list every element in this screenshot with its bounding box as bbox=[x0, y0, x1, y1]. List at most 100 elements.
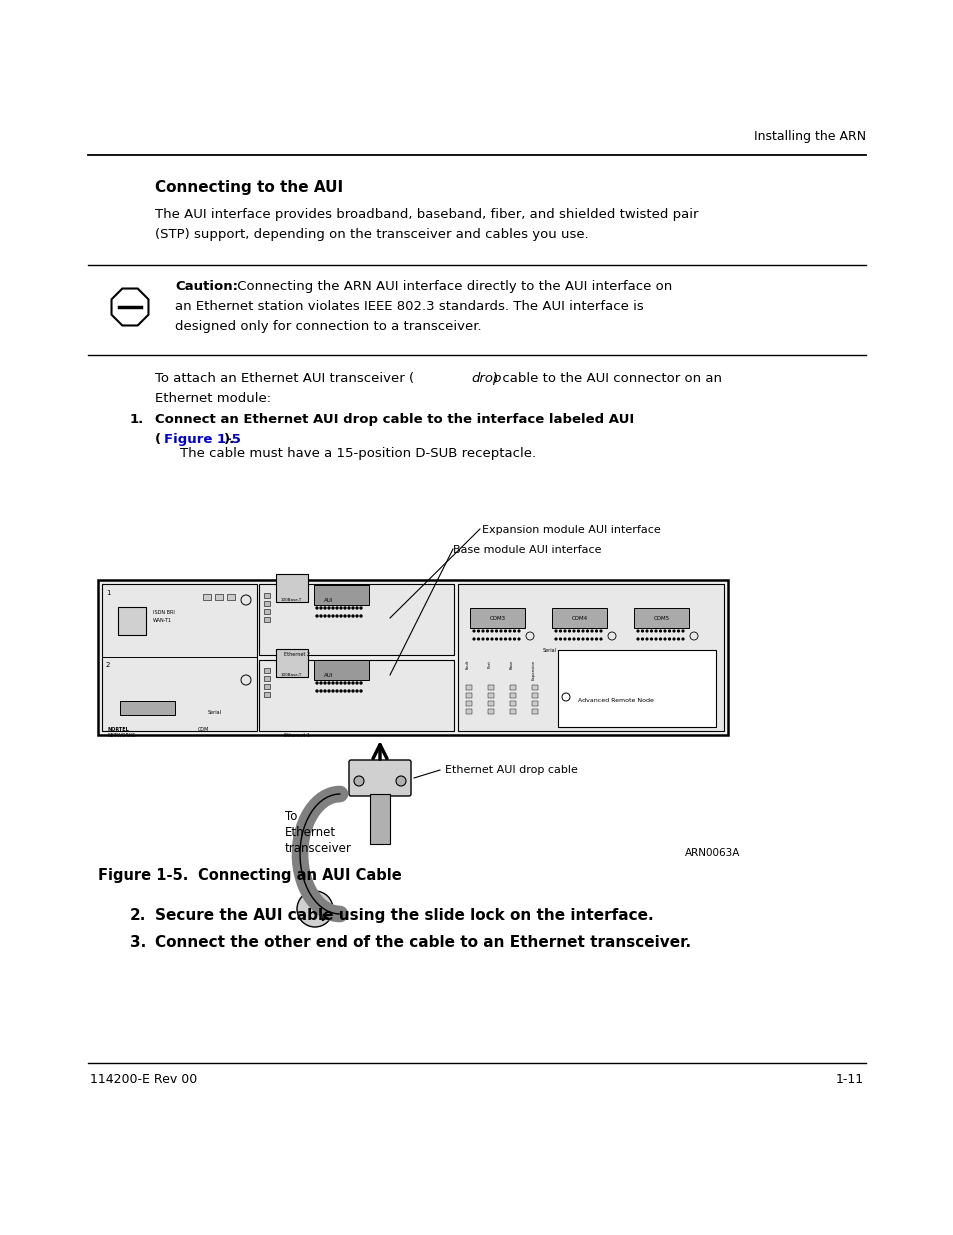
Circle shape bbox=[645, 638, 647, 640]
Text: Connect the other end of the cable to an Ethernet transceiver.: Connect the other end of the cable to an… bbox=[154, 935, 690, 950]
Circle shape bbox=[499, 638, 501, 640]
Circle shape bbox=[681, 638, 683, 640]
Circle shape bbox=[319, 606, 322, 609]
Text: COM4: COM4 bbox=[572, 616, 587, 621]
Text: 2.: 2. bbox=[130, 908, 146, 923]
Text: (: ( bbox=[154, 433, 161, 446]
Circle shape bbox=[517, 638, 519, 640]
Circle shape bbox=[332, 615, 334, 618]
Circle shape bbox=[348, 690, 350, 692]
FancyBboxPatch shape bbox=[264, 618, 270, 622]
Text: Ethernet 1: Ethernet 1 bbox=[284, 734, 310, 739]
Circle shape bbox=[335, 606, 337, 609]
Text: Advanced Remote Node: Advanced Remote Node bbox=[578, 698, 653, 703]
Circle shape bbox=[668, 630, 670, 632]
Circle shape bbox=[296, 890, 333, 927]
Text: 1-11: 1-11 bbox=[835, 1073, 863, 1086]
Circle shape bbox=[555, 630, 557, 632]
Circle shape bbox=[586, 630, 588, 632]
Text: Connecting an AUI Cable: Connecting an AUI Cable bbox=[198, 868, 401, 883]
FancyBboxPatch shape bbox=[488, 685, 494, 690]
Circle shape bbox=[599, 630, 601, 632]
Circle shape bbox=[499, 630, 501, 632]
Polygon shape bbox=[112, 289, 149, 326]
FancyBboxPatch shape bbox=[314, 585, 369, 605]
FancyBboxPatch shape bbox=[120, 701, 174, 715]
Circle shape bbox=[668, 638, 670, 640]
Circle shape bbox=[504, 638, 506, 640]
Circle shape bbox=[477, 630, 479, 632]
Circle shape bbox=[673, 638, 674, 640]
Text: Serial: Serial bbox=[542, 648, 557, 653]
Circle shape bbox=[509, 638, 511, 640]
Text: (STP) support, depending on the transceiver and cables you use.: (STP) support, depending on the transcei… bbox=[154, 228, 588, 241]
Circle shape bbox=[315, 682, 317, 684]
Text: Installing the ARN: Installing the ARN bbox=[753, 130, 865, 143]
Text: 1: 1 bbox=[106, 590, 111, 597]
Circle shape bbox=[328, 615, 330, 618]
Text: Expansion module AUI interface: Expansion module AUI interface bbox=[481, 525, 660, 535]
Circle shape bbox=[517, 630, 519, 632]
Circle shape bbox=[355, 606, 357, 609]
Circle shape bbox=[681, 630, 683, 632]
FancyBboxPatch shape bbox=[532, 709, 537, 714]
Text: Caution:: Caution: bbox=[174, 280, 237, 293]
Circle shape bbox=[359, 690, 361, 692]
Circle shape bbox=[344, 690, 346, 692]
Circle shape bbox=[335, 690, 337, 692]
Text: The cable must have a 15-position D-SUB receptacle.: The cable must have a 15-position D-SUB … bbox=[180, 447, 536, 459]
FancyBboxPatch shape bbox=[552, 608, 606, 629]
Circle shape bbox=[332, 606, 334, 609]
Text: 1.: 1. bbox=[130, 412, 144, 426]
Circle shape bbox=[599, 638, 601, 640]
Circle shape bbox=[563, 630, 565, 632]
Text: ).: ). bbox=[224, 433, 235, 446]
Circle shape bbox=[495, 638, 497, 640]
FancyBboxPatch shape bbox=[264, 668, 270, 673]
Circle shape bbox=[663, 630, 665, 632]
FancyBboxPatch shape bbox=[465, 685, 472, 690]
Text: Ethernet module:: Ethernet module: bbox=[154, 391, 271, 405]
Circle shape bbox=[509, 630, 511, 632]
Circle shape bbox=[319, 682, 322, 684]
FancyBboxPatch shape bbox=[532, 685, 537, 690]
Circle shape bbox=[637, 630, 639, 632]
FancyBboxPatch shape bbox=[510, 709, 516, 714]
FancyBboxPatch shape bbox=[465, 709, 472, 714]
Circle shape bbox=[324, 606, 326, 609]
Circle shape bbox=[348, 606, 350, 609]
FancyBboxPatch shape bbox=[258, 659, 454, 731]
Circle shape bbox=[641, 638, 642, 640]
Text: Serial: Serial bbox=[208, 710, 222, 715]
Circle shape bbox=[352, 615, 354, 618]
Circle shape bbox=[555, 638, 557, 640]
FancyBboxPatch shape bbox=[488, 709, 494, 714]
Text: ISDN BRI: ISDN BRI bbox=[152, 610, 174, 615]
Circle shape bbox=[573, 638, 575, 640]
Circle shape bbox=[355, 690, 357, 692]
Text: Connecting the ARN AUI interface directly to the AUI interface on: Connecting the ARN AUI interface directl… bbox=[233, 280, 672, 293]
Circle shape bbox=[359, 682, 361, 684]
Circle shape bbox=[332, 690, 334, 692]
Text: AUI: AUI bbox=[324, 673, 334, 678]
Circle shape bbox=[352, 606, 354, 609]
Circle shape bbox=[559, 630, 560, 632]
Circle shape bbox=[319, 690, 322, 692]
Circle shape bbox=[677, 630, 679, 632]
Circle shape bbox=[352, 682, 354, 684]
FancyBboxPatch shape bbox=[258, 584, 454, 655]
Circle shape bbox=[332, 682, 334, 684]
FancyBboxPatch shape bbox=[465, 701, 472, 706]
Text: COM3: COM3 bbox=[490, 616, 505, 621]
Circle shape bbox=[319, 615, 322, 618]
Text: AUI: AUI bbox=[324, 598, 334, 603]
Text: designed only for connection to a transceiver.: designed only for connection to a transc… bbox=[174, 320, 481, 333]
FancyBboxPatch shape bbox=[488, 701, 494, 706]
Circle shape bbox=[568, 630, 570, 632]
FancyBboxPatch shape bbox=[510, 701, 516, 706]
Text: Connecting to the AUI: Connecting to the AUI bbox=[154, 180, 343, 195]
Circle shape bbox=[395, 776, 406, 785]
Circle shape bbox=[581, 638, 583, 640]
Text: Secure the AUI cable using the slide lock on the interface.: Secure the AUI cable using the slide loc… bbox=[154, 908, 653, 923]
Circle shape bbox=[595, 630, 597, 632]
